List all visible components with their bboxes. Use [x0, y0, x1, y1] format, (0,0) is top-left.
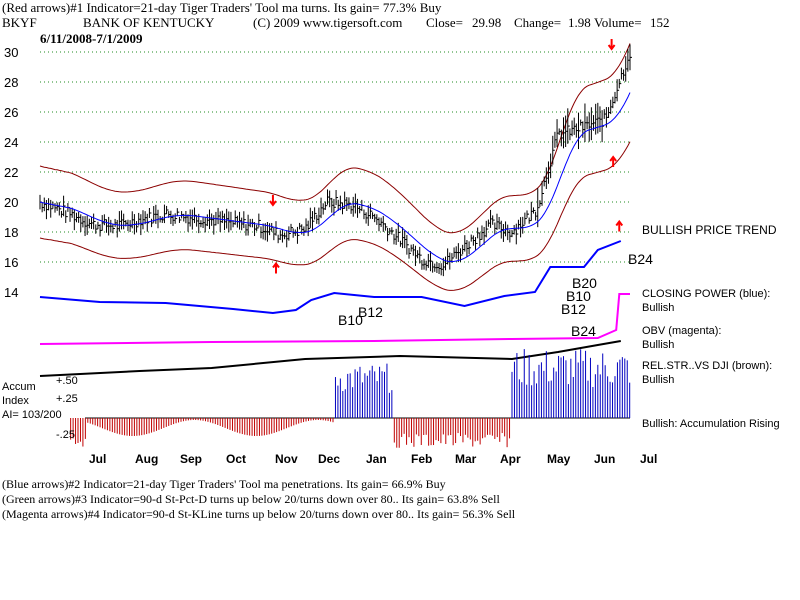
relative-strength-line [39, 340, 621, 377]
closing-power-path [39, 240, 622, 315]
accum-label: Accum [2, 381, 36, 393]
ma-line [39, 92, 631, 263]
accum-tick-minus25: -.25 [56, 429, 75, 441]
price-tick-14: 14 [4, 285, 18, 300]
month-label: Mar [455, 452, 477, 466]
cp-signal-label-5: B12 [561, 301, 586, 317]
close-label: Close= [426, 15, 463, 30]
month-label: Oct [226, 452, 246, 466]
indicator4-caption: (Magenta arrows)#4 Indicator=90-d St-KLi… [2, 507, 516, 521]
price-bands [39, 43, 631, 291]
close-value: 29.98 [472, 15, 502, 30]
moving-average [39, 92, 631, 263]
cp-signal-label-4: B10 [566, 288, 591, 304]
price-tick-22: 22 [4, 165, 18, 180]
sell-arrow-head [607, 44, 616, 51]
obv-label: OBV (magenta): [642, 325, 722, 337]
price-signal-label: B24 [628, 251, 653, 267]
copyright: (C) 2009 www.tigersoft.com [253, 15, 403, 30]
change-label: Change= [514, 15, 562, 30]
lower-band [39, 141, 631, 291]
price-tick-30: 30 [4, 45, 18, 60]
rel-str-path [39, 340, 621, 377]
closing-power-status: Bullish [642, 302, 675, 314]
price-tick-26: 26 [4, 105, 18, 120]
month-label: Feb [411, 452, 432, 466]
date-range: 6/11/2008-7/1/2009 [40, 31, 143, 46]
indicator3-caption: (Green arrows)#3 Indicator=90-d St-Pct-D… [2, 492, 500, 506]
month-axis: Jul Aug Sep Oct Nov Dec Jan Feb Mar Apr May Jun Jul [89, 452, 657, 466]
month-label: Jun [594, 452, 615, 466]
signal-arrows [269, 39, 624, 274]
month-label: Apr [500, 452, 521, 466]
accum-tick-plus50: +.50 [56, 375, 78, 387]
obv-status: Bullish [642, 339, 675, 351]
accum-tick-plus25: +.25 [56, 393, 78, 405]
upper-band [39, 43, 631, 234]
volume-value: 152 [650, 15, 670, 30]
price-tick-24: 24 [4, 135, 18, 150]
month-label: Aug [135, 452, 158, 466]
cp-signal-label-2: B12 [358, 304, 383, 320]
cp-signal-label-3: B20 [572, 275, 597, 291]
price-axis-ticks: 14 16 18 20 22 24 26 28 30 [4, 45, 18, 300]
obv-signal-label: B24 [571, 323, 596, 339]
ai-value: AI= 103/200 [2, 409, 62, 421]
indicator1-caption: (Red arrows)#1 Indicator=21-day Tiger Tr… [2, 0, 442, 15]
price-tick-16: 16 [4, 255, 18, 270]
price-tick-18: 18 [4, 225, 18, 240]
month-label: Jul [640, 452, 657, 466]
accumulation-histogram [70, 349, 631, 448]
ticker-symbol: BKYF [2, 15, 37, 30]
buy-arrow-head [609, 155, 617, 162]
rel-str-status: Bullish [642, 374, 675, 386]
index-label: Index [2, 395, 29, 407]
indicator2-caption: (Blue arrows)#2 Indicator=21-day Tiger T… [2, 477, 446, 491]
buy-arrow-head [272, 261, 280, 269]
change-value: 1.98 [568, 15, 591, 30]
month-label: Jul [89, 452, 106, 466]
month-label: Jan [366, 452, 387, 466]
company-name: BANK OF KENTUCKY [83, 15, 215, 30]
price-tick-28: 28 [4, 75, 18, 90]
month-label: Nov [275, 452, 298, 466]
cp-signal-label-1: B10 [338, 312, 363, 328]
month-label: Dec [318, 452, 340, 466]
accumulation-status: Bullish: Accumulation Rising [642, 418, 780, 430]
buy-arrow-head [615, 219, 624, 227]
sell-arrow-head [269, 200, 277, 207]
month-label: Sep [180, 452, 202, 466]
bullish-price-trend-label: BULLISH PRICE TREND [642, 223, 777, 237]
closing-power-line [39, 240, 622, 315]
closing-power-label: CLOSING POWER (blue): [642, 288, 771, 300]
price-tick-20: 20 [4, 195, 18, 210]
obv-line [39, 293, 630, 345]
month-label: May [547, 452, 571, 466]
volume-label: Volume= [594, 15, 642, 30]
price-gridlines [40, 51, 630, 263]
rel-str-label: REL.STR..VS DJI (brown): [642, 360, 773, 372]
price-bars [39, 44, 632, 277]
obv-path [39, 293, 630, 345]
